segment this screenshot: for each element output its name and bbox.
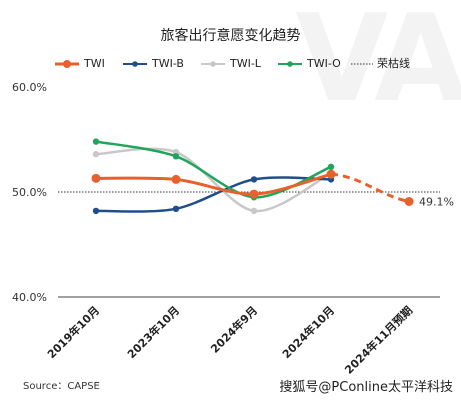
x-tick-label: 2024年11月预期 xyxy=(342,303,415,376)
data-point-twi-b xyxy=(172,205,180,212)
series-line-twi-b xyxy=(94,176,333,213)
series-forecast-twi xyxy=(330,172,410,203)
data-point-twi xyxy=(91,173,101,183)
data-point-twi xyxy=(404,196,414,206)
series-line-twi-l xyxy=(94,147,333,213)
data-point-twi xyxy=(171,174,181,184)
data-point-twi-l xyxy=(250,207,258,215)
chart-title: 旅客出行意愿变化趋势 xyxy=(160,28,301,44)
y-tick-label: 60.0% xyxy=(12,81,47,94)
legend-label: TWI-B xyxy=(152,57,184,70)
legend-label: TWI-O xyxy=(307,57,341,70)
legend-swatch xyxy=(123,61,147,67)
legend-label: TWI xyxy=(84,57,105,70)
x-tick-label: 2023年10月 xyxy=(124,303,182,361)
legend-swatch-dotted xyxy=(351,63,373,65)
data-point-twi-b xyxy=(92,207,100,215)
data-point-twi-l xyxy=(92,151,100,158)
data-point-twi-b xyxy=(250,176,258,183)
legend-swatch xyxy=(55,60,79,68)
legend-label: TWI-L xyxy=(230,57,261,70)
data-point-twi-o xyxy=(92,138,100,145)
data-point-twi xyxy=(249,189,259,199)
legend-swatch xyxy=(201,61,225,67)
x-tick-label: 2019年10月 xyxy=(44,303,102,361)
data-point-twi-o xyxy=(172,153,180,160)
data-label: 49.1% xyxy=(419,195,454,208)
watermark: 搜狐号@PConline太平洋科技 xyxy=(279,380,453,395)
x-tick-label: 2024年10月 xyxy=(279,303,337,361)
data-point-twi-o xyxy=(327,163,335,170)
legend-swatch xyxy=(278,61,302,67)
y-tick-label: 40.0% xyxy=(12,291,47,304)
y-tick-label: 50.0% xyxy=(12,186,47,199)
source-note: Source：CAPSE xyxy=(23,381,100,392)
legend-label: 荣枯线 xyxy=(377,57,410,70)
data-point-twi xyxy=(326,169,336,179)
series-line-twi xyxy=(94,172,333,196)
x-tick-label: 2024年9月 xyxy=(208,303,261,356)
